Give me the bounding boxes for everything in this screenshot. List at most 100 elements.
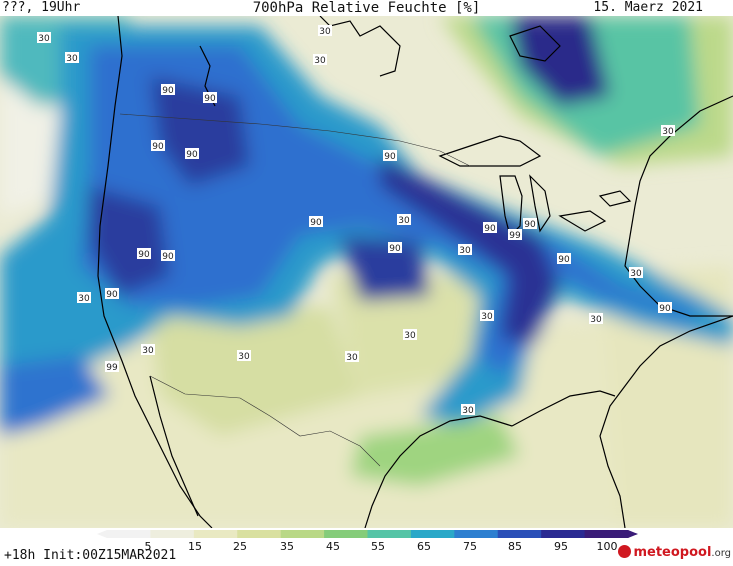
- colorbar-segment: [367, 530, 412, 538]
- colorbar-segment: [497, 530, 542, 538]
- contour-label: 30: [480, 310, 494, 322]
- colorbar-tick-label: 15: [188, 540, 202, 553]
- colorbar-tick-label: 75: [463, 540, 477, 553]
- contour-label: 30: [313, 54, 327, 66]
- svg-text:30: 30: [630, 269, 642, 279]
- svg-text:90: 90: [524, 220, 536, 230]
- svg-text:30: 30: [319, 27, 331, 37]
- svg-text:90: 90: [558, 255, 570, 265]
- colorbar-tick-label: 5: [144, 540, 152, 553]
- colorbar: [97, 530, 638, 538]
- humidity-map: 30 30 30 30 30 30 30 90 90 90 90 90 90 90 90 90 90 90 90 90…: [0, 16, 733, 528]
- colorbar-segment: [541, 530, 586, 538]
- contour-label: 90: [185, 148, 199, 160]
- svg-text:90: 90: [384, 152, 396, 162]
- svg-text:30: 30: [404, 331, 416, 341]
- colorbar-tick-label: 55: [371, 540, 385, 553]
- contour-label: 90: [483, 222, 497, 234]
- contour-label: 90: [161, 250, 175, 262]
- contour-label: 30: [141, 344, 155, 356]
- contour-label: 90: [658, 302, 672, 314]
- colorbar-segment: [324, 530, 368, 538]
- svg-text:90: 90: [659, 304, 671, 314]
- colorbar-segment: [193, 530, 238, 538]
- colorbar-segment: [150, 530, 195, 538]
- contour-label: 99: [508, 229, 522, 241]
- svg-text:30: 30: [459, 246, 471, 256]
- init-time: +18h Init:00Z15MAR2021: [4, 548, 177, 563]
- contour-label: 90: [388, 242, 402, 254]
- humidity-field: [0, 16, 733, 528]
- contour-label: 90: [161, 84, 175, 96]
- colorbar-segment: [107, 530, 151, 538]
- contour-label: 30: [458, 244, 472, 256]
- colorbar-tick-label: 85: [508, 540, 522, 553]
- contour-label: 90: [309, 216, 323, 228]
- contour-label: 30: [77, 292, 91, 304]
- svg-text:90: 90: [138, 250, 150, 260]
- contour-label: 30: [589, 313, 603, 325]
- svg-text:30: 30: [78, 294, 90, 304]
- svg-text:30: 30: [142, 346, 154, 356]
- borders: [119, 113, 471, 467]
- svg-text:90: 90: [162, 252, 174, 262]
- contour-label: 99: [105, 361, 119, 373]
- svg-text:30: 30: [38, 34, 50, 44]
- colorbar-segment: [584, 530, 629, 538]
- svg-text:30: 30: [398, 216, 410, 226]
- contour-label: 30: [237, 350, 251, 362]
- svg-text:90: 90: [152, 142, 164, 152]
- colorbar-segment: [280, 530, 325, 538]
- contour-label: 90: [105, 288, 119, 300]
- colorbar-tick-label: 65: [417, 540, 431, 553]
- map-title: 700hPa Relative Feuchte [%]: [252, 0, 481, 16]
- colorbar-segment: [237, 530, 282, 538]
- brand-icon: [618, 545, 632, 558]
- header-date: 15. Maerz 2021: [593, 0, 703, 15]
- svg-text:30: 30: [590, 315, 602, 325]
- svg-text:30: 30: [662, 127, 674, 137]
- svg-text:30: 30: [66, 54, 78, 64]
- colorbar-segment: [410, 530, 455, 538]
- header-time: ???, 19Uhr: [2, 0, 81, 15]
- svg-text:90: 90: [186, 150, 198, 160]
- colorbar-tick-label: 35: [280, 540, 294, 553]
- svg-text:99: 99: [106, 363, 118, 373]
- header-bar: ???, 19Uhr 700hPa Relative Feuchte [%] 1…: [0, 0, 733, 16]
- contour-label: 90: [137, 248, 151, 260]
- contour-label: 30: [65, 52, 79, 64]
- svg-text:90: 90: [204, 94, 216, 104]
- contour-label: 90: [523, 218, 537, 230]
- contour-label: 90: [557, 253, 571, 265]
- svg-text:90: 90: [310, 218, 322, 228]
- contour-label: 30: [661, 125, 675, 137]
- contour-label: 30: [37, 32, 51, 44]
- contour-label: 30: [345, 351, 359, 363]
- colorbar-tick-label: 25: [233, 540, 247, 553]
- contour-labels: 30 30 30 30 30 30 30 90 90 90 90 90 90 90 90 90 90 90 90 90…: [37, 25, 675, 416]
- colorbar-high-arrow: [628, 530, 638, 538]
- colorbar-tick-label: 95: [554, 540, 568, 553]
- contour-label: 90: [383, 150, 397, 162]
- contour-label: 30: [403, 329, 417, 341]
- colorbar-tick-label: 100: [596, 540, 618, 553]
- colorbar-low-arrow: [97, 530, 107, 538]
- contour-label: 30: [397, 214, 411, 226]
- svg-text:30: 30: [314, 56, 326, 66]
- contour-label: 30: [629, 267, 643, 279]
- svg-text:30: 30: [481, 312, 493, 322]
- svg-text:30: 30: [346, 353, 358, 363]
- brand-logo[interactable]: meteopool.org: [618, 545, 731, 560]
- svg-text:90: 90: [389, 244, 401, 254]
- contour-label: 30: [318, 25, 332, 37]
- legend: 5 15 25 35 45 55 65 75 85 95 100 +18h Init:00Z15MA…: [0, 528, 733, 566]
- svg-text:90: 90: [162, 86, 174, 96]
- svg-text:30: 30: [238, 352, 250, 362]
- svg-text:90: 90: [106, 290, 118, 300]
- contour-label: 90: [203, 92, 217, 104]
- colorbar-segment: [454, 530, 499, 538]
- colorbar-tick-label: 45: [326, 540, 340, 553]
- contour-label: 90: [151, 140, 165, 152]
- svg-text:99: 99: [509, 231, 521, 241]
- svg-text:30: 30: [462, 406, 474, 416]
